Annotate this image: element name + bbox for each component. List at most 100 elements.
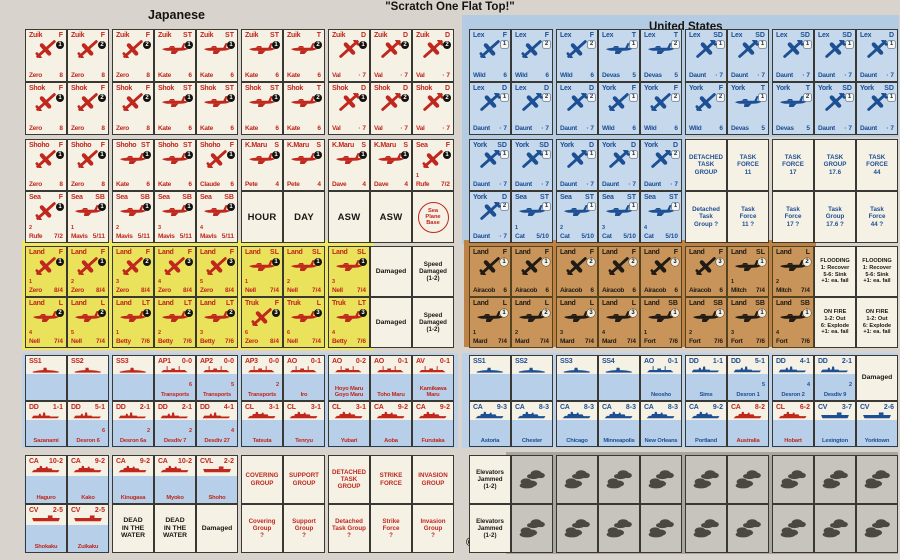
counter-zuik-d-val[interactable]: Zuik D 1 Val · 7	[329, 30, 369, 81]
marker-task[interactable]: Task Force 17 ?	[773, 192, 813, 242]
counter-truk-f-zero[interactable]: Truk F 3 6 Zero 8/4	[242, 298, 282, 347]
counter-land-sb-fort[interactable]: Land SB 1 2 Fort 7/6	[686, 298, 726, 347]
counter-ss1[interactable]: SS1	[26, 356, 66, 400]
counter-lex-sd-daunt[interactable]: Lex SD 1 Daunt · 7	[686, 30, 726, 81]
counter-land-f-airacob[interactable]: Land F 2 Airacob 6	[557, 247, 597, 296]
counter-lexington[interactable]: CV 3-7 Lexington	[815, 402, 855, 446]
marker-covering[interactable]: COVERING GROUP	[242, 456, 282, 503]
marker-invasion[interactable]: Invasion Group?	[413, 505, 453, 552]
counter-kako[interactable]: CA 9-2 Kako	[68, 456, 108, 503]
counter-furutaka[interactable]: CA 9-2 Furutaka	[413, 402, 453, 446]
counter-desron-6a[interactable]: DD 2-1 2 Desron 6a	[113, 402, 153, 446]
counter-land-lt-betty[interactable]: Land LT 2 2 Betty 7/6	[155, 298, 195, 347]
counter-portland[interactable]: CA 9-2 Portland	[686, 402, 726, 446]
counter-land-sl-nell[interactable]: Land SL 1 2 Nell 7/4	[284, 247, 324, 296]
counter-sazanami[interactable]: DD 1-1 Sazanami	[26, 402, 66, 446]
counter-sea-f-rufe[interactable]: Sea F 1 1 Rufe 7/2	[413, 140, 453, 190]
counter-sea-sb-mavis[interactable]: Sea SB 1 1 Mavis 5/11	[68, 192, 108, 242]
counter-land-f-airacob[interactable]: Land F 3 Airacob 6	[641, 247, 681, 296]
counter-zuik-st-kate[interactable]: Zuik ST 1 Kate 6	[197, 30, 237, 81]
counter-desdiv-27[interactable]: DD 4-1 4 Desdiv 27	[197, 402, 237, 446]
marker-task[interactable]: Task Force 44 ?	[857, 192, 897, 242]
counter-york-d-daunt[interactable]: York D 2 Daunt · 7	[470, 192, 510, 242]
counter-shok-t-kate[interactable]: Shok T 2 Kate 6	[284, 83, 324, 134]
counter-zuik-d-val[interactable]: Zuik D 2 Val · 7	[413, 30, 453, 81]
counter-land-f-zero[interactable]: Land F 3 5 Zero 8/4	[197, 247, 237, 296]
counter-land-sb-fort[interactable]: Land SB 1 4 Fort 7/6	[773, 298, 813, 347]
marker-clouds[interactable]	[686, 456, 726, 503]
marker-hour[interactable]: HOUR	[242, 192, 282, 242]
counter-land-l-mard[interactable]: Land L 2 2 Mard 7/4	[512, 298, 552, 347]
marker-task[interactable]: TASK FORCE 17	[773, 140, 813, 190]
marker-clouds[interactable]	[557, 505, 597, 552]
counter-york-sd-daunt[interactable]: York SD 1 Daunt · 7	[857, 83, 897, 134]
counter-sea-f-rufe[interactable]: Sea F 1 2 Rufe 7/2	[26, 192, 66, 242]
counter-land-f-airacob[interactable]: Land F 3 Airacob 6	[686, 247, 726, 296]
counter-hoyo-maru-goyo-maru[interactable]: AO 0-2 Hoyo Maru Goyo Maru	[329, 356, 369, 400]
counter-lex-d-daunt[interactable]: Lex D 1 Daunt · 7	[857, 30, 897, 81]
counter-land-sl-nell[interactable]: Land SL 1 1 Nell 7/4	[242, 247, 282, 296]
counter-sea-sb-mavis[interactable]: Sea SB 1 4 Mavis 5/11	[197, 192, 237, 242]
counter-shok-st-kate[interactable]: Shok ST 1 Kate 6	[197, 83, 237, 134]
marker-clouds[interactable]	[773, 456, 813, 503]
counter-lex-t-devas[interactable]: Lex T 2 Devas 5	[641, 30, 681, 81]
counter-land-l-mard[interactable]: Land L 3 3 Mard 7/4	[557, 298, 597, 347]
marker-clouds[interactable]	[728, 456, 768, 503]
counter-land-f-airacob[interactable]: Land F 1 Airacob 6	[512, 247, 552, 296]
counter-york-sd-daunt[interactable]: York SD 1 Daunt · 7	[815, 83, 855, 134]
counter-transports[interactable]: AP1 0-0 6 Transports	[155, 356, 195, 400]
counter-shok-st-kate[interactable]: Shok ST 1 Kate 6	[242, 83, 282, 134]
counter-shok-f-zero[interactable]: Shok F 1 Zero 8	[26, 83, 66, 134]
marker-clouds[interactable]	[512, 505, 552, 552]
counter-york-sd-daunt[interactable]: York SD 1 Daunt · 7	[512, 140, 552, 190]
counter-lex-d-daunt[interactable]: Lex D 2 Daunt · 7	[512, 83, 552, 134]
counter-sea-st-cat[interactable]: Sea ST 1 1 Cat 5/10	[512, 192, 552, 242]
marker-clouds[interactable]	[857, 505, 897, 552]
counter-k-maru-s-pete[interactable]: K.Maru S 1 Pete 4	[284, 140, 324, 190]
marker-clouds[interactable]	[641, 456, 681, 503]
marker-detached[interactable]: Detached Task Group?	[329, 505, 369, 552]
marker-detached[interactable]: DETACHED TASK GROUP	[329, 456, 369, 503]
marker-covering[interactable]: Covering Group?	[242, 505, 282, 552]
counter-shoho-f-claude[interactable]: Shoho F 1 Claude 6	[197, 140, 237, 190]
counter-shok-f-zero[interactable]: Shok F 2 Zero 8	[68, 83, 108, 134]
counter-shoho-f-zero[interactable]: Shoho F 1 Zero 8	[68, 140, 108, 190]
marker-task[interactable]: TASK FORCE 44	[857, 140, 897, 190]
counter-yubari[interactable]: CL 3-1 Yubari	[329, 402, 369, 446]
counter-myoko[interactable]: CA 10-2 Myoko	[155, 456, 195, 503]
counter-land-l-mitch[interactable]: Land L 2 2 Mitch 7/4	[773, 247, 813, 296]
counter-york-t-devas[interactable]: York T 2 Devas 5	[773, 83, 813, 134]
counter-neosho[interactable]: AO 0-1 Neosho	[641, 356, 681, 400]
counter-tatsuta[interactable]: CL 3-1 Tatsuta	[242, 402, 282, 446]
marker-detached[interactable]: DETACHED TASK GROUP	[686, 140, 726, 190]
counter-kamikawa-maru[interactable]: AV 0-1 Kamikawa Maru	[413, 356, 453, 400]
counter-tenryu[interactable]: CL 3-1 Tenryu	[284, 402, 324, 446]
counter-sea-st-cat[interactable]: Sea ST 1 4 Cat 5/10	[641, 192, 681, 242]
counter-desron-1[interactable]: DD 5-1 5 Desron 1	[728, 356, 768, 400]
counter-land-lt-betty[interactable]: Land LT 2 3 Betty 7/6	[197, 298, 237, 347]
counter-aoba[interactable]: CA 9-2 Aoba	[371, 402, 411, 446]
counter-shoho-st-kate[interactable]: Shoho ST 1 Kate 6	[113, 140, 153, 190]
marker-clouds[interactable]	[815, 456, 855, 503]
marker-task[interactable]: Task Force 11 ?	[728, 192, 768, 242]
counter-york-f-wild[interactable]: York F 2 Wild 6	[686, 83, 726, 134]
counter-shok-st-kate[interactable]: Shok ST 1 Kate 6	[155, 83, 195, 134]
counter-sea-sb-mavis[interactable]: Sea SB 1 2 Mavis 5/11	[113, 192, 153, 242]
counter-shok-f-zero[interactable]: Shok F 2 Zero 8	[113, 83, 153, 134]
counter-chester[interactable]: CA 8-3 Chester	[512, 402, 552, 446]
counter-kinugasa[interactable]: CA 9-2 Kinugasa	[113, 456, 153, 503]
counter-land-f-zero[interactable]: Land F 1 1 Zero 8/4	[26, 247, 66, 296]
counter-land-sb-fort[interactable]: Land SB 1 3 Fort 7/6	[728, 298, 768, 347]
counter-shoho-st-kate[interactable]: Shoho ST 1 Kate 6	[155, 140, 195, 190]
marker-on-fire[interactable]: ON FIRE 1-2: Out 6: Explode +1: ea. fail	[857, 298, 897, 347]
marker-asw[interactable]: ASW	[371, 192, 411, 242]
counter-haguro[interactable]: CA 10-2 Haguro	[26, 456, 66, 503]
marker-task[interactable]: TASK GROUP 17.6	[815, 140, 855, 190]
counter-york-d-daunt[interactable]: York D 2 Daunt · 7	[641, 140, 681, 190]
counter-shok-d-val[interactable]: Shok D 2 Val · 7	[413, 83, 453, 134]
counter-ss1[interactable]: SS1	[470, 356, 510, 400]
marker-clouds[interactable]	[686, 505, 726, 552]
marker-clouds[interactable]	[599, 505, 639, 552]
counter-chicago[interactable]: CA 8-3 Chicago	[557, 402, 597, 446]
counter-shoho[interactable]: CVL 2-2 Shoho	[197, 456, 237, 503]
